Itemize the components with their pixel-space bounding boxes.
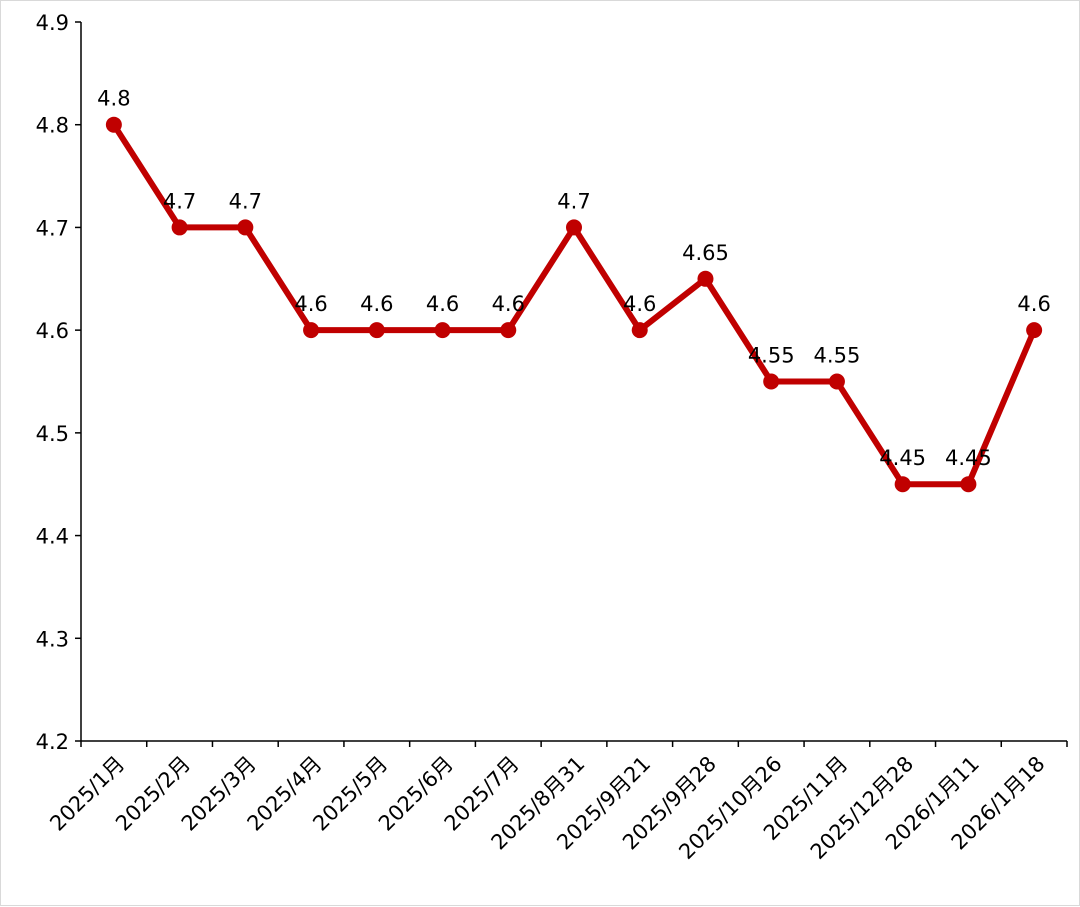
data-label: 4.7 — [229, 189, 262, 213]
data-point — [303, 322, 320, 339]
y-tick-label: 4.2 — [36, 730, 69, 754]
data-label: 4.45 — [879, 446, 926, 470]
y-tick-label: 4.4 — [36, 525, 69, 549]
data-label: 4.45 — [945, 446, 992, 470]
series-line — [110, 121, 1038, 488]
data-point — [894, 476, 911, 493]
data-label: 4.6 — [623, 292, 656, 316]
data-label: 4.6 — [1017, 292, 1050, 316]
data-label: 4.7 — [557, 189, 590, 213]
data-point — [960, 476, 977, 493]
series-line-group — [105, 116, 1043, 493]
y-ticks: 4.2 4.3 4.4 4.5 4.6 4.7 4.8 4.9 — [36, 11, 81, 754]
y-tick-label: 4.9 — [36, 11, 69, 35]
data-label: 4.6 — [360, 292, 393, 316]
data-point — [697, 270, 714, 287]
data-label: 4.65 — [682, 241, 729, 265]
data-point — [1026, 322, 1043, 339]
data-label: 4.6 — [492, 292, 525, 316]
y-tick-label: 4.5 — [36, 422, 69, 446]
data-point — [368, 322, 385, 339]
y-tick-label: 4.7 — [36, 216, 69, 240]
y-tick-label: 4.8 — [36, 114, 69, 138]
data-label: 4.8 — [97, 87, 130, 111]
data-label: 4.6 — [294, 292, 327, 316]
data-point — [631, 322, 648, 339]
data-point — [763, 373, 780, 390]
data-label: 4.7 — [163, 189, 196, 213]
data-point — [434, 322, 451, 339]
y-tick-label: 4.3 — [36, 627, 69, 651]
data-point — [566, 219, 582, 236]
data-point — [237, 219, 254, 236]
data-point — [828, 373, 845, 390]
data-label: 4.55 — [814, 344, 861, 368]
data-point — [105, 116, 122, 133]
data-label: 4.6 — [426, 292, 459, 316]
data-point — [171, 219, 188, 236]
data-labels: 4.8 4.7 4.7 4.6 4.6 4.6 4.6 4.7 4.6 4.65 4.55 4.55 4… — [97, 87, 1051, 471]
data-point — [500, 322, 517, 339]
x-ticks: 2025/1月2025/2月2025/3月2025/4月2025/5月2025/… — [45, 741, 1068, 864]
y-tick-label: 4.6 — [36, 319, 69, 343]
y-axis: 4.2 4.3 4.4 4.5 4.6 4.7 4.8 4.9 — [36, 11, 82, 754]
x-axis: 2025/1月2025/2月2025/3月2025/4月2025/5月2025/… — [45, 740, 1068, 864]
data-label: 4.55 — [748, 344, 795, 368]
